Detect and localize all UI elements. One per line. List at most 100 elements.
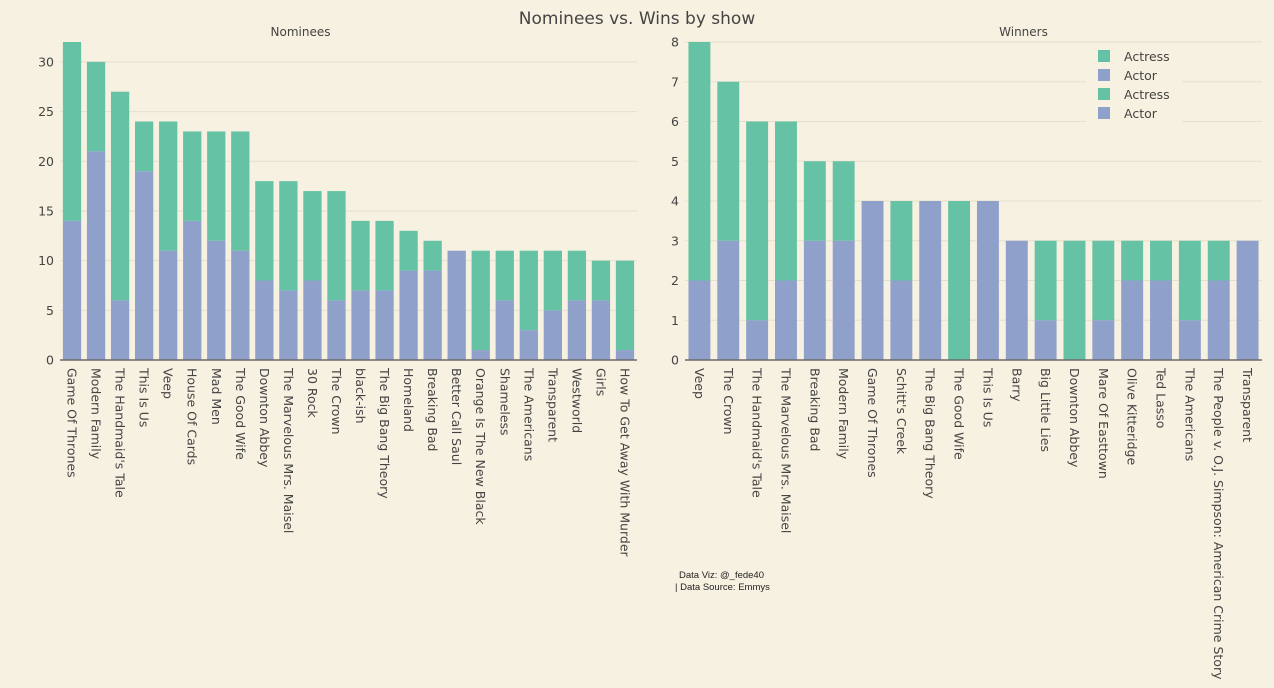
nominees-category-label: Downton Abbey (257, 368, 272, 468)
nominees-bar-actor-30-rock (303, 280, 322, 360)
winners-category-label: Barry (1009, 368, 1024, 402)
nominees-bar-actress-the-good-wife (231, 131, 250, 251)
nominees-bar-actor-homeland (399, 270, 418, 360)
legend: Actress Actor Actress Actor (1086, 44, 1182, 124)
nominees-bar-actress-orange-is-the-new-black (471, 250, 490, 351)
nominees-category-label: black-ish (353, 368, 368, 424)
winners-bar-actress-big-little-lies (1034, 240, 1057, 321)
credit-line-2: | Data Source: Emmys (675, 582, 770, 593)
winners-bar-actor-big-little-lies (1034, 320, 1057, 360)
nominees-ytick-label: 15 (38, 203, 54, 218)
nominees-bar-actor-modern-family (86, 151, 106, 360)
nominees-bar-actress-house-of-cards (183, 131, 202, 221)
winners-bar-actor-ted-lasso (1150, 280, 1172, 360)
winners-bar-actress-schitt-s-creek (890, 201, 913, 281)
nominees-bar-actor-how-to-get-away-with-murder (615, 350, 635, 360)
winners-bar-actress-the-crown (717, 81, 740, 241)
nominees-category-label: House Of Cards (185, 368, 200, 465)
legend-swatch-actress (1098, 88, 1110, 100)
nominees-bar-actor-breaking-bad (423, 270, 442, 360)
nominees-category-label: Westworld (569, 368, 584, 433)
winners-bar-actor-olive-kitteridge (1121, 280, 1144, 360)
nominees-bar-actress-shameless (495, 250, 514, 301)
winners-category-label: Schitt's Creek (894, 368, 909, 455)
nominees-category-label: Modern Family (89, 368, 104, 460)
nominees-bar-actor-girls (591, 300, 611, 360)
nominees-bar-actress-how-to-get-away-with-murder (615, 260, 635, 351)
nominees-category-label: The Big Bang Theory (377, 367, 392, 499)
winners-bar-actor-the-marvelous-mrs-maisel (775, 280, 797, 360)
winners-category-label: The Handmaid's Tale (750, 367, 765, 498)
winners-bar-actor-the-americans (1178, 320, 1201, 360)
winners-category-label: Mare Of Easttown (1096, 368, 1111, 479)
winners-bar-actor-game-of-thrones (861, 201, 884, 360)
winners-subplot-title: Winners (999, 25, 1048, 39)
winners-ytick-label: 2 (671, 273, 679, 288)
nominees-bar-actor-shameless (495, 300, 514, 360)
nominees-bar-actress-westworld (567, 250, 587, 301)
legend-swatch-actor (1098, 69, 1110, 81)
nominees-bar-actor-orange-is-the-new-black (471, 350, 490, 360)
winners-ytick-label: 0 (671, 353, 679, 368)
winners-bar-actor-modern-family (832, 240, 855, 360)
nominees-category-label: The Crown (329, 367, 344, 435)
nominees-bar-actress-transparent (543, 250, 562, 311)
nominees-ytick-label: 30 (38, 54, 54, 69)
nominees-category-label: 30 Rock (305, 368, 320, 419)
nominees-bar-actress-the-big-bang-theory (375, 220, 394, 291)
nominees-category-label: Veep (161, 368, 176, 399)
nominees-bar-actress-modern-family (86, 61, 106, 152)
nominees-bar-actor-veep (159, 250, 178, 360)
nominees-category-label: The Americans (521, 367, 536, 461)
winners-category-label: Breaking Bad (807, 368, 822, 452)
nominees-category-label: Transparent (545, 367, 560, 442)
winners-category-label: Ted Lasso (1154, 367, 1169, 428)
nominees-bar-actor-transparent (543, 310, 562, 360)
credit-line-1: Data Viz: @_fede40 (679, 570, 764, 581)
legend-swatch-actor (1098, 107, 1110, 119)
winners-bar-actress-the-people-v-o-j-simpson-american-crime-story (1207, 240, 1230, 281)
nominees-plot: 0 5 10 15 20 25 30 Game Of Thrones Modern Family… (38, 42, 637, 558)
nominees-bar-actress-girls (591, 260, 611, 301)
nominees-category-label: Better Call Saul (449, 368, 464, 465)
winners-bar-actor-the-crown (717, 240, 740, 360)
nominees-bar-actress-the-handmaid-s-tale (110, 91, 130, 301)
nominees-bar-actor-the-handmaid-s-tale (110, 300, 130, 360)
nominees-category-label: This Is Us (137, 367, 152, 427)
nominees-category-label: Shameless (497, 368, 512, 436)
nominees-bar-actor-mad-men (207, 240, 226, 360)
winners-ytick-label: 5 (671, 154, 679, 169)
winners-bar-actress-breaking-bad (803, 161, 826, 241)
nominees-ytick-label: 0 (46, 353, 54, 368)
nominees-ytick-label: 10 (38, 253, 54, 268)
winners-bar-actress-the-americans (1178, 240, 1201, 321)
nominees-bar-actress-the-americans (519, 250, 538, 331)
winners-bar-actress-the-marvelous-mrs-maisel (775, 121, 797, 281)
nominees-bar-actor-the-good-wife (231, 250, 250, 360)
winners-ytick-label: 7 (671, 74, 679, 89)
nominees-bar-actress-30-rock (303, 191, 322, 281)
winners-category-label: The Good Wife (952, 367, 967, 460)
winners-category-label: Modern Family (836, 368, 851, 460)
winners-category-label: Big Little Lies (1038, 368, 1053, 452)
winners-category-label: The Crown (721, 367, 736, 435)
legend-swatch-actress (1098, 50, 1110, 62)
nominees-category-label: Mad Men (209, 368, 224, 425)
winners-bar-actress-mare-of-easttown (1092, 240, 1115, 321)
nominees-category-label: How To Get Away With Murder (617, 368, 632, 558)
winners-ytick-label: 4 (671, 194, 679, 209)
winners-category-label: The Marvelous Mrs. Maisel (778, 367, 793, 533)
winners-bar-actress-olive-kitteridge (1121, 240, 1144, 281)
winners-bar-actor-the-big-bang-theory (919, 201, 942, 360)
nominees-category-label: Breaking Bad (425, 368, 440, 452)
winners-category-label: Downton Abbey (1067, 368, 1082, 468)
nominees-bar-actor-game-of-thrones (62, 220, 82, 360)
winners-ytick-label: 8 (671, 35, 679, 50)
winners-bar-actress-veep (688, 42, 711, 281)
winners-category-label: Game Of Thrones (865, 368, 880, 478)
nominees-category-label: Homeland (401, 368, 416, 432)
nominees-bar-actress-homeland (399, 230, 418, 271)
nominees-bar-actor-downton-abbey (255, 280, 274, 360)
winners-bar-actor-breaking-bad (803, 240, 826, 360)
